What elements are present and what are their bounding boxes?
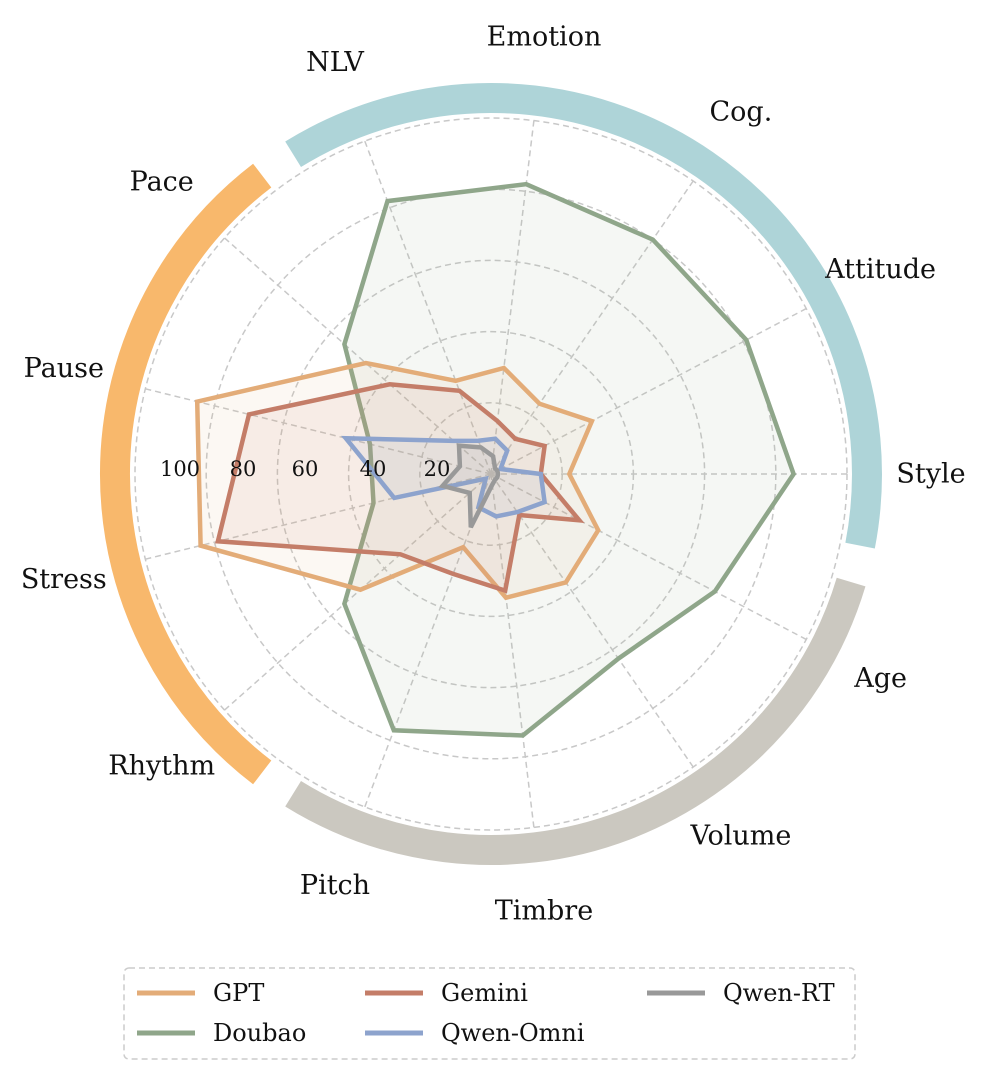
tick-label-40: 40 xyxy=(360,457,387,481)
axis-label-attitude: Attitude xyxy=(824,254,936,285)
axis-labels: Style Attitude Cog. Emotion NLV Pace Pause Stre… xyxy=(21,22,966,927)
group-arc-2 xyxy=(100,163,272,785)
legend-label-qwen-rt: Qwen-RT xyxy=(723,979,835,1007)
tick-label-80: 80 xyxy=(230,457,257,481)
axis-label-stress: Stress xyxy=(21,564,107,595)
radial-tick-labels: 20 40 60 80 100 xyxy=(160,457,450,481)
group-arc-3 xyxy=(285,577,866,865)
legend: GPT Gemini Qwen-RT Doubao Qwen-Omni xyxy=(123,967,856,1060)
category-group-arcs xyxy=(100,83,882,865)
axis-label-pace: Pace xyxy=(130,167,194,198)
axis-label-nlv: NLV xyxy=(306,47,364,78)
legend-label-gpt: GPT xyxy=(213,979,264,1007)
axis-label-cog-: Cog. xyxy=(710,96,773,127)
legend-label-doubao: Doubao xyxy=(213,1019,306,1047)
group-arc-1 xyxy=(285,83,882,549)
legend-label-qwen-omni: Qwen-Omni xyxy=(441,1019,585,1047)
axis-label-style: Style xyxy=(896,459,965,490)
series-qwen-rt xyxy=(438,443,501,529)
tick-label-20: 20 xyxy=(424,457,451,481)
series-layer xyxy=(194,181,797,738)
series-gemini xyxy=(215,382,585,594)
axis-label-age: Age xyxy=(853,663,907,694)
axis-label-volume: Volume xyxy=(689,821,791,852)
tick-label-100: 100 xyxy=(160,457,200,481)
axis-label-rhythm: Rhythm xyxy=(108,750,215,781)
tick-label-60: 60 xyxy=(292,457,319,481)
axis-label-pause: Pause xyxy=(24,353,104,384)
axis-label-timbre: Timbre xyxy=(495,895,593,926)
legend-label-gemini: Gemini xyxy=(441,979,528,1007)
axis-label-emotion: Emotion xyxy=(487,22,602,53)
axis-label-pitch: Pitch xyxy=(300,870,370,901)
